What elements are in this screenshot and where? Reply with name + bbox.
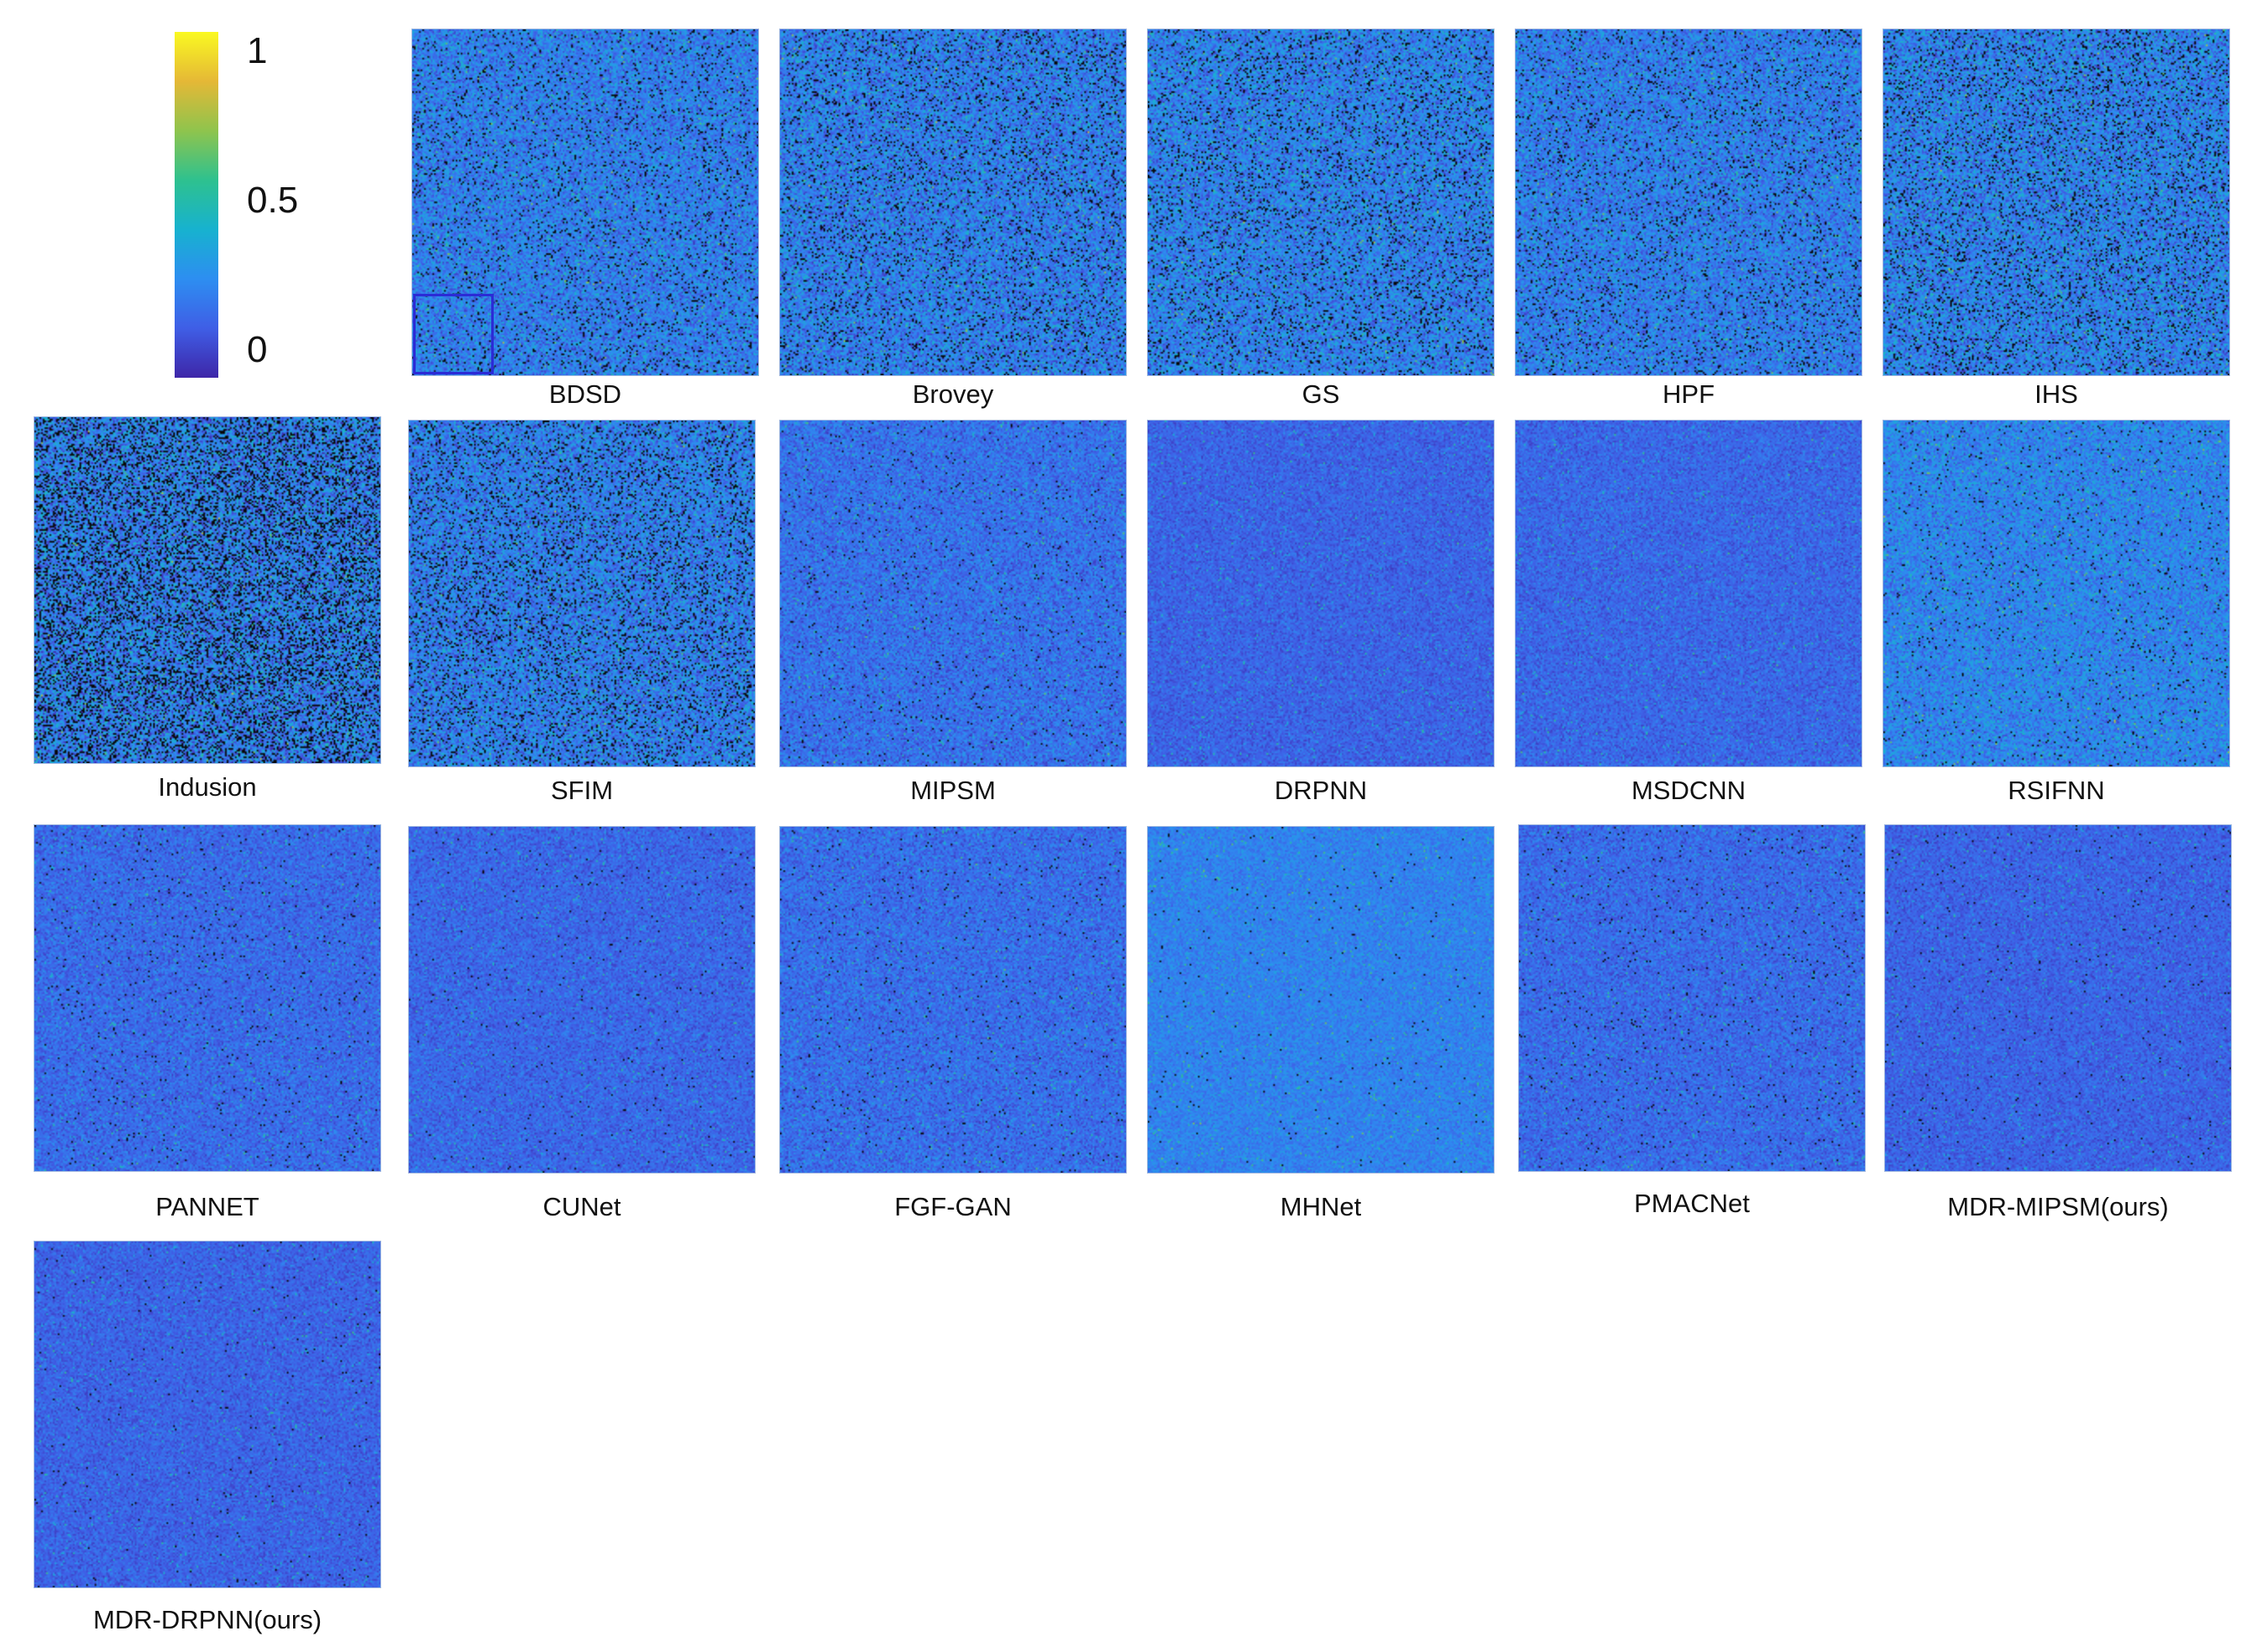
error-heatmap xyxy=(779,29,1127,376)
panel-drpnn: DRPNN xyxy=(1147,420,1495,805)
panel-bdsd: BDSD xyxy=(411,29,759,409)
error-heatmap xyxy=(1515,420,1862,767)
panel-pmacnet: PMACNet xyxy=(1518,824,1866,1218)
error-heatmap xyxy=(1147,29,1495,376)
panel-caption: BDSD xyxy=(548,379,622,409)
error-heatmap xyxy=(1518,824,1866,1172)
panel-pannet: PANNET xyxy=(34,824,381,1221)
zoom-inset xyxy=(413,294,494,374)
panel-caption: PMACNet xyxy=(1634,1189,1750,1218)
error-heatmap xyxy=(779,420,1127,767)
panel-caption: PANNET xyxy=(155,1192,259,1221)
colorbar-tick-label: 1 xyxy=(247,30,268,71)
panel-caption: GS xyxy=(1301,379,1340,409)
panel-caption: MHNet xyxy=(1280,1192,1362,1221)
panel-caption: HPF xyxy=(1663,379,1715,409)
panel-caption: MIPSM xyxy=(910,776,996,805)
error-heatmap xyxy=(1147,826,1495,1174)
panel-caption: DRPNN xyxy=(1274,776,1368,805)
error-heatmap xyxy=(34,824,381,1172)
panel-mipsm: MIPSM xyxy=(779,420,1127,805)
error-heatmap xyxy=(1884,824,2232,1172)
panel-mdr-drpnn: MDR-DRPNN(ours) xyxy=(34,1241,381,1634)
error-heatmap xyxy=(1515,29,1862,376)
colorbar xyxy=(175,32,218,378)
panel-mdr-mipsm: MDR-MIPSM(ours) xyxy=(1884,824,2232,1221)
panel-msdcnn: MSDCNN xyxy=(1515,420,1862,805)
panel-rsifnn: RSIFNN xyxy=(1883,420,2230,805)
panel-indusion: Indusion xyxy=(34,416,381,802)
panel-cunet: CUNet xyxy=(408,826,756,1221)
panel-caption: IHS xyxy=(2034,379,2078,409)
panel-caption: MDR-MIPSM(ours) xyxy=(1947,1192,2169,1221)
error-heatmap xyxy=(34,1241,381,1588)
error-heatmap xyxy=(1883,29,2230,376)
panel-caption: Brovey xyxy=(912,379,994,409)
panel-caption: CUNet xyxy=(542,1192,621,1221)
panel-caption: FGF-GAN xyxy=(894,1192,1012,1221)
colorbar-tick-label: 0.5 xyxy=(247,180,299,221)
panel-caption: SFIM xyxy=(550,776,614,805)
panel-sfim: SFIM xyxy=(408,420,756,805)
panel-caption: RSIFNN xyxy=(2008,776,2105,805)
error-heatmap xyxy=(408,420,756,767)
panel-fgf-gan: FGF-GAN xyxy=(779,826,1127,1221)
error-heatmap xyxy=(1883,420,2230,767)
panel-gs: GS xyxy=(1147,29,1495,409)
error-heatmap xyxy=(34,416,381,764)
panel-caption: MDR-DRPNN(ours) xyxy=(92,1605,322,1634)
panel-caption: MSDCNN xyxy=(1631,776,1746,805)
error-heatmap xyxy=(411,29,759,376)
colorbar-tick-label: 0 xyxy=(247,329,268,370)
panel-brovey: Brovey xyxy=(779,29,1127,409)
panel-mhnet: MHNet xyxy=(1147,826,1495,1221)
panel-hpf: HPF xyxy=(1515,29,1862,409)
error-heatmap xyxy=(779,826,1127,1174)
panel-ihs: IHS xyxy=(1883,29,2230,409)
panel-caption: Indusion xyxy=(158,772,257,802)
error-heatmap xyxy=(1147,420,1495,767)
error-heatmap xyxy=(408,826,756,1174)
